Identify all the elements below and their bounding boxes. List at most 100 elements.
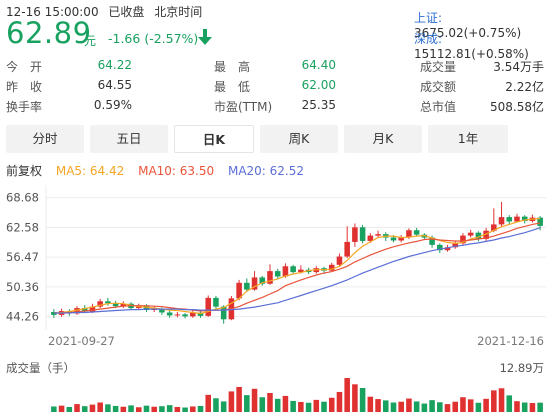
price-change-pct: (-2.57%) <box>144 31 199 46</box>
candle-body <box>375 234 381 236</box>
volume-bar <box>328 397 335 412</box>
volume-bar <box>259 397 266 412</box>
stat-value-turnover: 0.59% <box>93 98 132 112</box>
tab-weekly-k[interactable]: 周K <box>260 125 338 153</box>
index-shenzhen[interactable]: 深成: 15112.81(+0.58%) <box>414 30 550 61</box>
volume-max-label: 12.89万 <box>500 361 544 375</box>
arrow-down-icon <box>198 29 212 45</box>
volume-bar <box>506 395 513 412</box>
tab-daily-k[interactable]: 日K <box>174 125 254 153</box>
candle-body <box>444 247 451 251</box>
candle-body <box>89 306 96 312</box>
candle-body <box>537 217 543 226</box>
candle-body <box>367 235 374 241</box>
ma-legend: 前复权 MA5: 64.42 MA10: 63.50 MA20: 62.52 <box>6 162 314 179</box>
volume-bar <box>197 405 204 412</box>
index-name: 深成: <box>414 32 443 46</box>
candle-body <box>205 297 212 316</box>
volume-bar <box>421 403 428 412</box>
tab-intraday[interactable]: 分时 <box>6 125 84 153</box>
volume-bar <box>460 397 466 412</box>
volume-bar <box>367 396 374 412</box>
volume-bar <box>382 400 389 412</box>
volume-bar <box>298 401 304 412</box>
volume-bar <box>437 402 443 412</box>
volume-bar <box>313 399 320 412</box>
volume-bar <box>159 406 165 412</box>
x-date-start: 2021-09-27 <box>48 334 115 348</box>
volume-bar <box>413 401 420 412</box>
index-shanghai[interactable]: 上证: 3675.02(+0.75%) <box>414 9 550 40</box>
stat-label: 成交额 <box>420 80 457 94</box>
ma10-label: MA10: 63.50 <box>138 164 215 178</box>
candle-body <box>413 230 420 235</box>
volume-bar <box>166 405 173 412</box>
volume-bar <box>521 402 528 412</box>
stat-label: 换手率 <box>6 100 43 114</box>
volume-bar <box>282 395 289 412</box>
volume-bar <box>228 391 235 412</box>
candle-body <box>213 297 219 307</box>
candle-body <box>81 308 88 312</box>
candle-body <box>429 237 435 245</box>
volume-bar <box>51 406 57 412</box>
candle-body <box>290 266 296 273</box>
candle-body <box>197 312 204 316</box>
candle-body <box>259 277 266 284</box>
stat-value-amount: 2.22亿 <box>505 80 544 94</box>
tab-monthly-k[interactable]: 月K <box>344 125 422 153</box>
volume-bar <box>514 401 520 412</box>
candle-body <box>274 271 281 277</box>
price-change: -1.66 (-2.57%) <box>108 31 198 46</box>
volume-bar <box>81 406 88 412</box>
stat-label: 昨 收 <box>6 80 43 94</box>
candle-body <box>236 282 242 299</box>
stat-label: 今 开 <box>6 60 43 74</box>
volume-bar <box>174 406 181 412</box>
volume-bar <box>135 407 142 412</box>
volume-bar <box>498 388 505 412</box>
volume-bar <box>112 405 119 412</box>
volume-label: 成交量（手） <box>6 361 75 375</box>
volume-bar <box>321 401 327 412</box>
volume-bar <box>105 404 111 412</box>
volume-bar <box>336 391 343 412</box>
volume-bar <box>398 401 404 412</box>
candle-body <box>390 237 397 241</box>
volume-bar <box>244 395 250 412</box>
ma5-line <box>53 217 541 315</box>
volume-bar <box>205 394 212 412</box>
candle-body <box>267 271 273 284</box>
volume-bar <box>220 401 227 412</box>
timezone-label: 北京时间 <box>154 5 203 19</box>
candle-body <box>244 282 250 290</box>
ma5-label: MA5: 64.42 <box>55 164 125 178</box>
tab-one-year[interactable]: 1年 <box>428 125 508 153</box>
candle-body <box>498 217 505 225</box>
candle-body <box>120 303 127 307</box>
candle-body <box>143 305 150 311</box>
tab-five-day[interactable]: 五日 <box>90 125 168 153</box>
volume-bar <box>390 402 397 412</box>
ma10-line <box>53 222 541 314</box>
candle-body <box>352 227 358 242</box>
volume-bar <box>236 386 242 412</box>
volume-bar <box>483 398 489 412</box>
y-tick-label: 62.58 <box>6 220 39 234</box>
volume-bar <box>190 406 196 412</box>
volume-bar <box>429 400 435 412</box>
ma20-label: MA20: 62.52 <box>227 164 305 178</box>
volume-bar <box>120 406 127 412</box>
volume-bar <box>537 402 543 412</box>
adjust-mode[interactable]: 前复权 <box>6 164 43 178</box>
stat-label: 总市值 <box>420 100 457 114</box>
candle-body <box>166 312 173 316</box>
ma20-line <box>53 227 541 314</box>
index-value: 3675.02(+0.75%) <box>414 26 522 40</box>
volume-bar <box>344 378 350 412</box>
market-status: 12-16 15:00:00 已收盘 北京时间 <box>6 3 208 20</box>
stat-value-volume: 3.54万手 <box>493 60 544 74</box>
volume-bar <box>359 387 366 412</box>
stat-value-high: 64.40 <box>301 58 336 72</box>
